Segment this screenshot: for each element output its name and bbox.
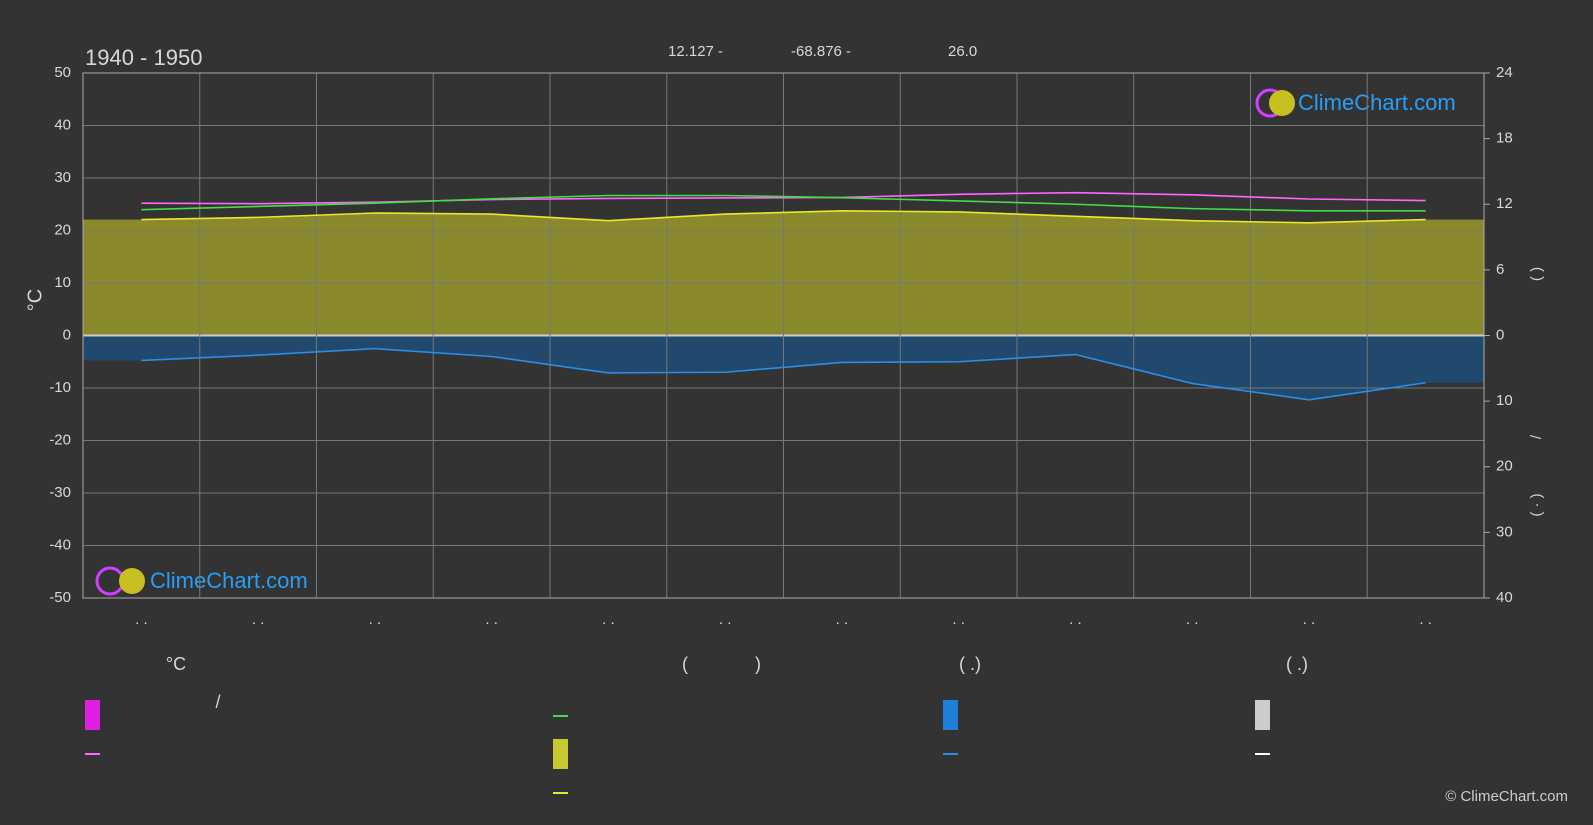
y-axis-label: °C — [24, 289, 46, 311]
legend-text: ( .) — [959, 654, 981, 674]
y-tick-label: 0 — [63, 326, 71, 343]
y2-tick-label: 0 — [1496, 326, 1504, 343]
legend-text: / — [215, 692, 220, 712]
line — [141, 191, 1426, 205]
x-tick-label: . . — [485, 611, 498, 628]
x-tick-label: . . — [1419, 611, 1432, 628]
logo-text: ClimeChart.com — [1298, 90, 1456, 115]
legend-text: ( .) — [1286, 654, 1308, 674]
y-tick-label: -10 — [49, 379, 71, 396]
y2-tick-label: 6 — [1496, 261, 1504, 278]
y2-tick-label: 24 — [1496, 64, 1513, 81]
x-tick-label: . . — [252, 611, 265, 628]
y-tick-label: 30 — [54, 169, 71, 186]
x-tick-label: . . — [602, 611, 615, 628]
y-tick-label: -40 — [49, 536, 71, 553]
y-tick-label: 20 — [54, 221, 71, 238]
x-tick-label: . . — [952, 611, 965, 628]
logo-text: ClimeChart.com — [150, 568, 308, 593]
x-tick-label: . . — [1069, 611, 1082, 628]
y-tick-label: -50 — [49, 589, 71, 606]
plot-frame — [82, 72, 1485, 599]
line — [141, 194, 1426, 212]
x-tick-label: . . — [369, 611, 382, 628]
y2-axis-label: / — [1528, 434, 1545, 439]
longitude: -68.876 - — [791, 43, 851, 60]
copyright: © ClimeChart.com — [1445, 788, 1568, 805]
x-tick-label: . . — [719, 611, 732, 628]
elevation: 26.0 — [948, 43, 977, 60]
chart-title: 1940 - 1950 — [85, 45, 202, 70]
y-tick-label: 40 — [54, 116, 71, 133]
y2-axis-label: ( ) — [1528, 267, 1545, 281]
line — [141, 210, 1426, 224]
x-tick-label: . . — [836, 611, 849, 628]
y3-tick-label: 10 — [1496, 392, 1513, 409]
y-tick-label: 10 — [54, 274, 71, 291]
x-tick-label: . . — [135, 611, 148, 628]
latitude: 12.127 - — [668, 43, 723, 60]
y-tick-label: 50 — [54, 64, 71, 81]
y3-tick-label: 30 — [1496, 523, 1513, 540]
line — [141, 347, 1426, 401]
y2-tick-label: 12 — [1496, 195, 1513, 212]
logo-top — [1255, 88, 1295, 118]
x-tick-label: . . — [1186, 611, 1199, 628]
x-tick-label: . . — [1303, 611, 1316, 628]
legend-text: °C — [166, 654, 186, 674]
y3-tick-label: 20 — [1496, 458, 1513, 475]
y-tick-label: -30 — [49, 484, 71, 501]
y2-axis-label: ( · ) — [1528, 493, 1545, 516]
y-tick-label: -20 — [49, 431, 71, 448]
y2-tick-label: 18 — [1496, 130, 1513, 147]
legend-text: ( — [682, 654, 688, 674]
legend-text: ) — [755, 654, 761, 674]
logo-bottom — [95, 566, 145, 596]
y3-tick-label: 40 — [1496, 589, 1513, 606]
legend-swatches — [85, 700, 1270, 794]
